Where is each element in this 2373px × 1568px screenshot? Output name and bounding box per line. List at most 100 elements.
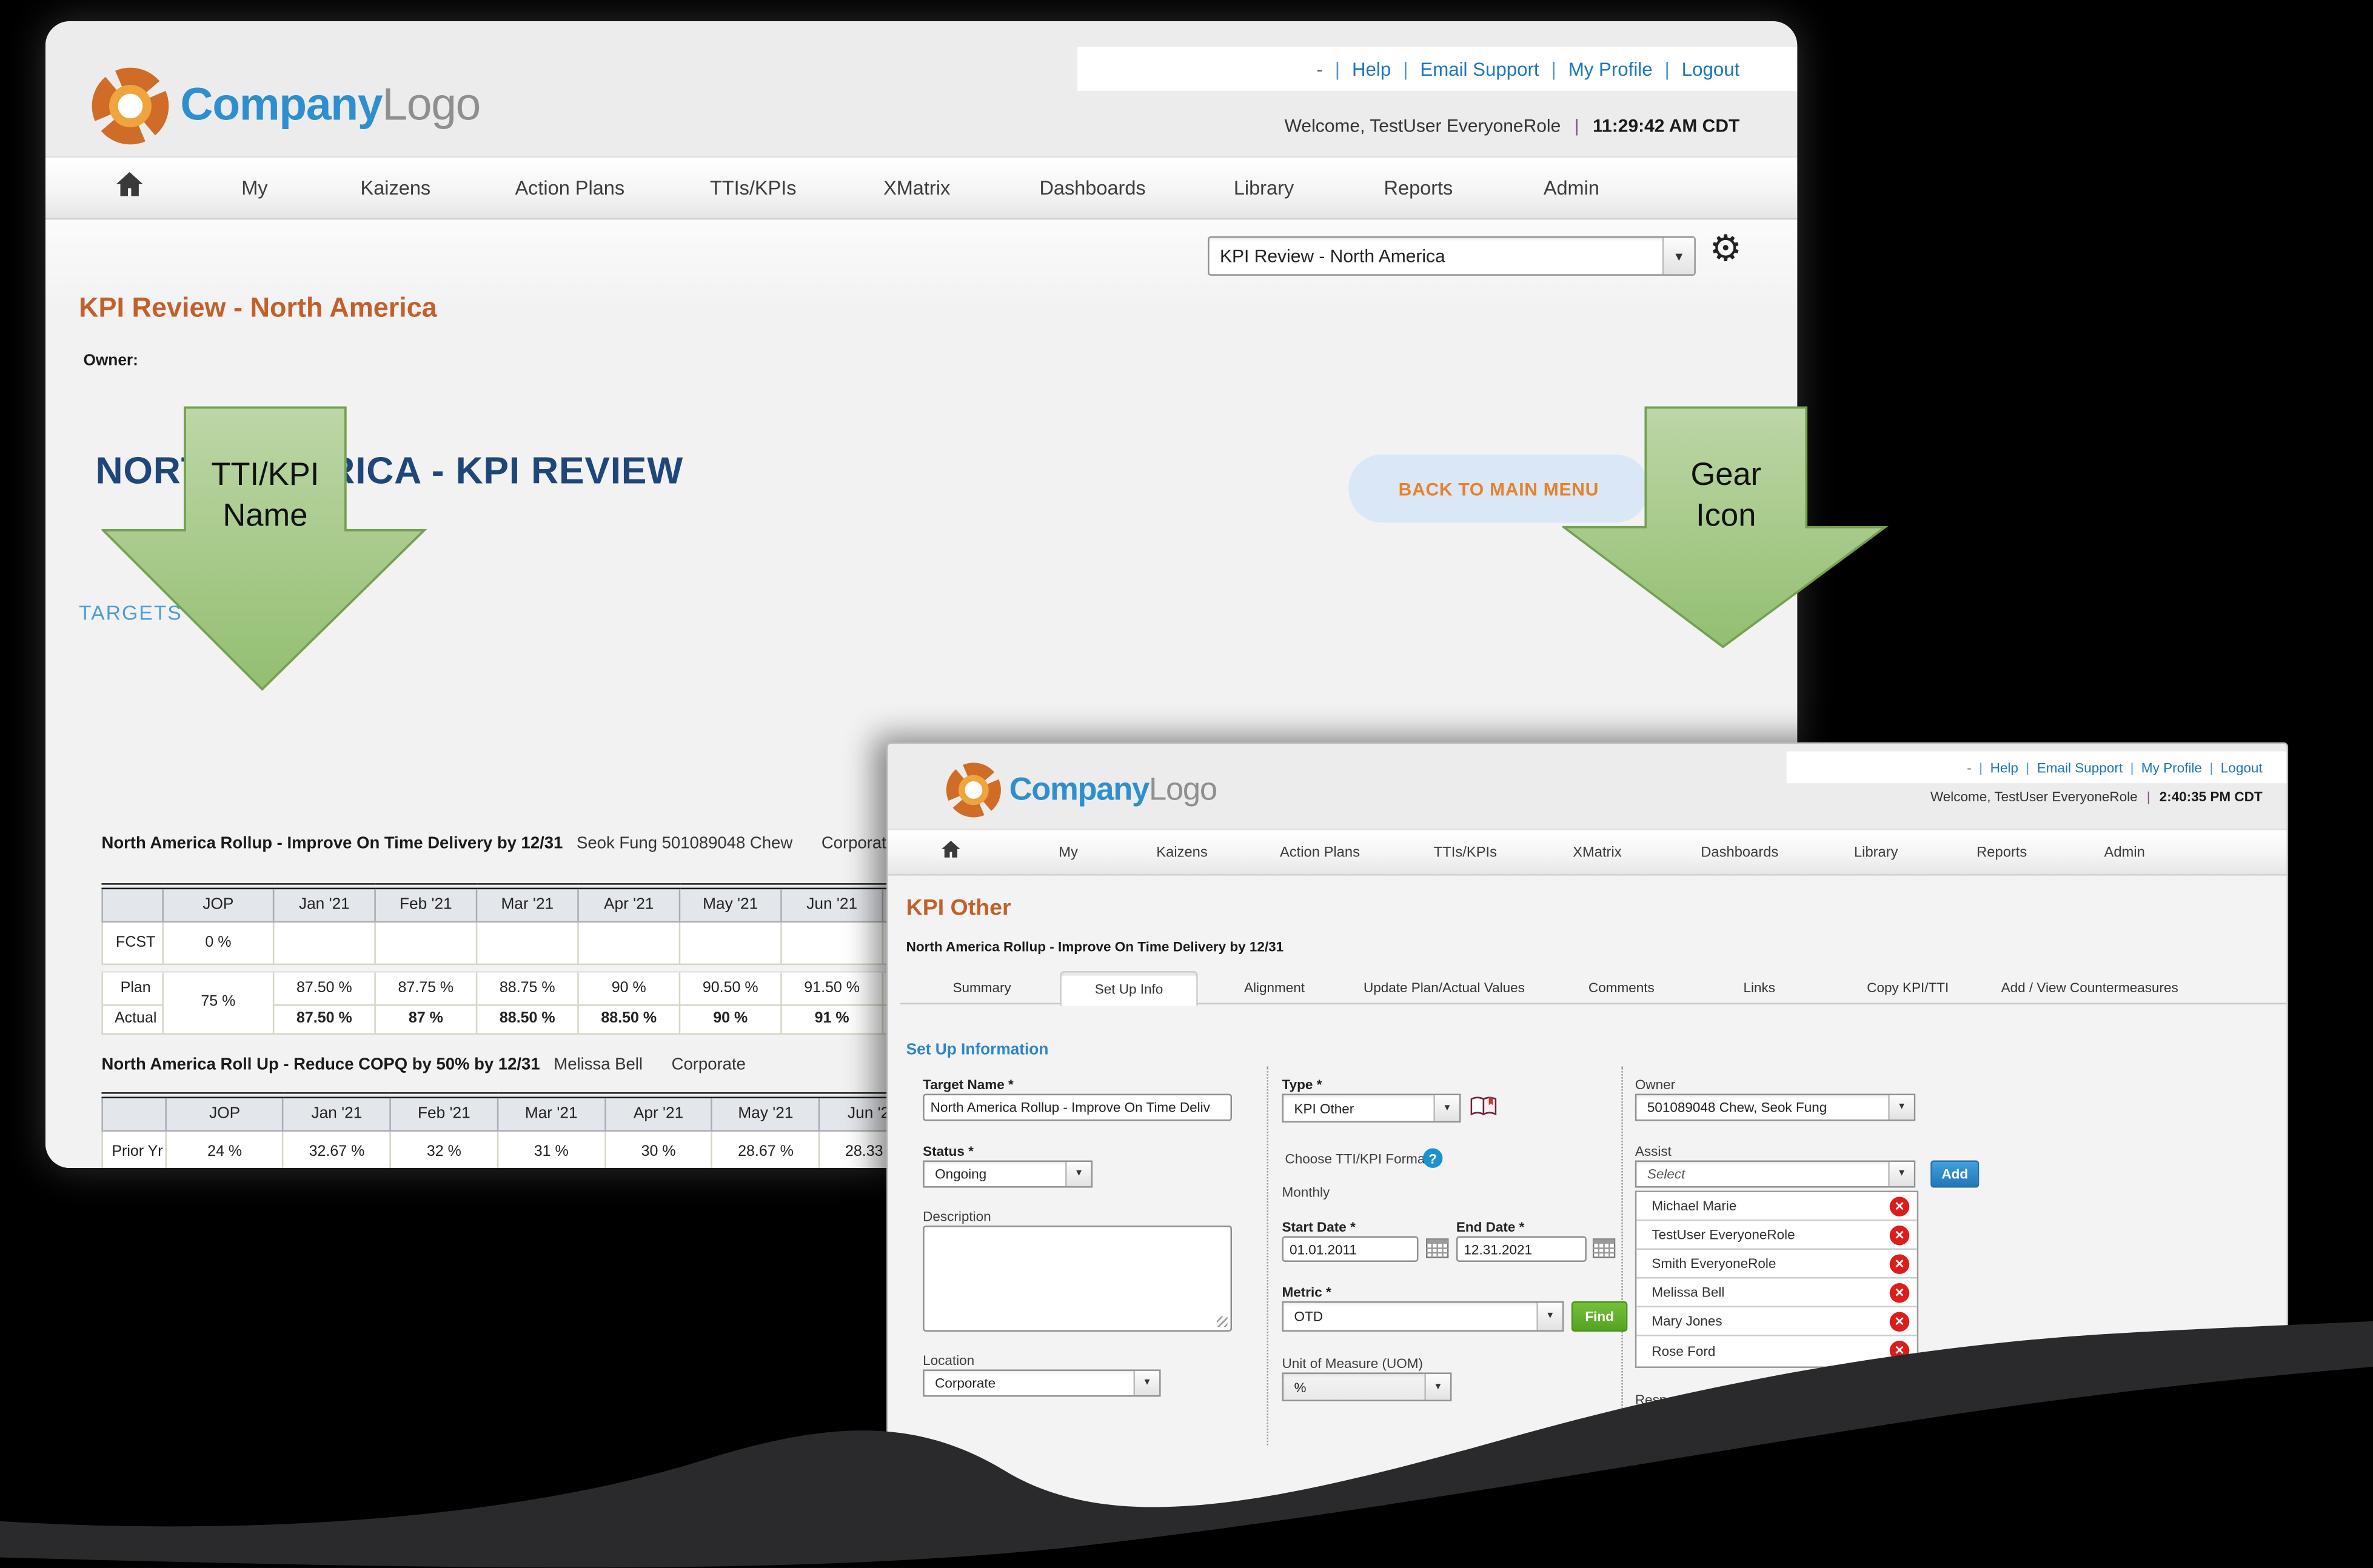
delete-icon[interactable]: ✕ <box>1889 1196 1910 1216</box>
chevron-down-icon: ▼ <box>1888 1095 1914 1120</box>
tab-links[interactable]: Links <box>1743 980 1776 996</box>
format-value: Monthly <box>1282 1184 1330 1200</box>
nav-action-plans[interactable]: Action Plans <box>515 176 625 199</box>
logo-text-logo: Logo <box>382 80 481 130</box>
calendar-icon[interactable] <box>1592 1238 1616 1266</box>
nav-library[interactable]: Library <box>1233 176 1294 199</box>
chevron-down-icon: ▼ <box>1133 1370 1160 1395</box>
link-help[interactable]: Help <box>1323 58 1391 79</box>
target-name-field[interactable]: North America Rollup - Improve On Time D… <box>923 1093 1233 1121</box>
choose-format-label: Choose TTI/KPI Format <box>1285 1151 1429 1167</box>
link-logout[interactable]: Logout <box>1653 58 1740 79</box>
uom-select[interactable]: % ▼ <box>1282 1372 1452 1401</box>
target-name-label: Target Name * <box>923 1077 1014 1093</box>
front-window: - Help Email Support My Profile Logout C… <box>886 742 2289 1530</box>
nav-xmatrix[interactable]: XMatrix <box>883 176 951 199</box>
page-title: KPI Other <box>906 895 1011 921</box>
nav-kaizens[interactable]: Kaizens <box>360 176 431 199</box>
main-nav: My Kaizens Action Plans TTIs/KPIs XMatri… <box>45 156 1798 220</box>
kpi-name[interactable]: North America Roll Up - Reduce COPQ by 5… <box>101 1056 540 1075</box>
start-date-field[interactable]: 01.01.2011 <box>1282 1236 1419 1262</box>
home-icon[interactable] <box>940 838 962 866</box>
front-header: - Help Email Support My Profile Logout C… <box>888 744 2287 829</box>
page-title: KPI Review - North America <box>78 292 437 323</box>
nav-action-plans[interactable]: Action Plans <box>1279 844 1360 861</box>
uom-label: Unit of Measure (UOM) <box>1282 1355 1424 1371</box>
calendar-icon[interactable] <box>1425 1238 1449 1266</box>
nav-ttis-kpis[interactable]: TTIs/KPIs <box>1433 844 1498 861</box>
home-icon[interactable] <box>113 169 145 207</box>
nav-reports[interactable]: Reports <box>1384 176 1453 199</box>
targets-section-label: TARGETS <box>78 601 182 624</box>
link-my-profile[interactable]: My Profile <box>2123 759 2202 775</box>
kpi-title-row: North America Rollup - Improve On Time D… <box>101 835 895 853</box>
delete-icon[interactable]: ✕ <box>1889 1340 1910 1361</box>
delete-icon[interactable]: ✕ <box>1889 1253 1910 1273</box>
tab-comments[interactable]: Comments <box>1588 980 1655 996</box>
nav-admin[interactable]: Admin <box>1543 176 1599 199</box>
nav-xmatrix[interactable]: XMatrix <box>1573 844 1622 861</box>
kpi-location: Corporate <box>821 835 896 853</box>
link-dash[interactable]: - <box>1316 58 1323 80</box>
help-question-icon[interactable]: ? <box>1422 1148 1443 1169</box>
column-divider <box>1621 1066 1623 1446</box>
kpi-title-row: North America Roll Up - Reduce COPQ by 5… <box>101 1056 745 1074</box>
tab-copy-kpi-tti[interactable]: Copy KPI/TTI <box>1867 980 1949 996</box>
welcome-bar: Welcome, TestUser EveryoneRole 11:29:42 … <box>1285 115 1740 136</box>
nav-library[interactable]: Library <box>1853 844 1898 861</box>
chevron-down-icon: ▼ <box>1662 238 1695 275</box>
nav-dashboards[interactable]: Dashboards <box>1701 844 1779 861</box>
link-dash[interactable]: - <box>1967 759 1972 775</box>
header-links: - Help Email Support My Profile Logout <box>1077 47 1798 91</box>
link-email-support[interactable]: Email Support <box>2018 759 2123 775</box>
add-button[interactable]: Add <box>1930 1160 1980 1188</box>
assist-member-row: Michael Marie ✕ <box>1636 1192 1917 1221</box>
chevron-down-icon: ▼ <box>1536 1303 1562 1330</box>
nav-my[interactable]: My <box>241 176 268 199</box>
tab-set-up-info[interactable]: Set Up Info <box>1060 971 1198 1006</box>
end-date-field[interactable]: 12.31.2021 <box>1456 1236 1587 1262</box>
nav-ttis-kpis[interactable]: TTIs/KPIs <box>709 176 797 199</box>
delete-icon[interactable]: ✕ <box>1889 1224 1910 1245</box>
link-help[interactable]: Help <box>1972 759 2018 775</box>
status-label: Status * <box>923 1144 974 1159</box>
main-nav: My Kaizens Action Plans TTIs/KPIs XMatri… <box>888 829 2287 876</box>
review-selector[interactable]: KPI Review - North America ▼ <box>1208 236 1696 276</box>
link-email-support[interactable]: Email Support <box>1391 58 1539 79</box>
description-label: Description <box>923 1209 991 1224</box>
nav-kaizens[interactable]: Kaizens <box>1156 844 1208 861</box>
kpi-owner: Melissa Bell <box>554 1056 643 1075</box>
location-select[interactable]: Corporate ▼ <box>923 1369 1161 1397</box>
delete-icon[interactable]: ✕ <box>1889 1311 1910 1331</box>
kpi-subtitle: North America Rollup - Improve On Time D… <box>906 939 1284 955</box>
tab-alignment[interactable]: Alignment <box>1243 980 1305 996</box>
link-my-profile[interactable]: My Profile <box>1539 58 1653 79</box>
back-to-main-menu-button[interactable]: BACK TO MAIN MENU <box>1348 454 1649 523</box>
owner-select[interactable]: 501089048 Chew, Seok Fung ▼ <box>1635 1093 1916 1121</box>
logo-text-logo: Logo <box>1149 772 1217 807</box>
assist-select[interactable]: Select ▼ <box>1635 1160 1916 1188</box>
location-label: Location <box>923 1352 975 1368</box>
delete-icon[interactable]: ✕ <box>1889 1282 1910 1303</box>
status-select[interactable]: Ongoing ▼ <box>923 1160 1093 1188</box>
owner-label: Owner <box>1635 1077 1676 1093</box>
nav-my[interactable]: My <box>1059 844 1078 861</box>
link-logout[interactable]: Logout <box>2202 759 2263 775</box>
responsible-select[interactable]: Select ▼ <box>1635 1409 1772 1436</box>
assist-member-row: TestUser EveryoneRole ✕ <box>1636 1221 1917 1250</box>
tab-add-view-countermeasures[interactable]: Add / View Countermeasures <box>2001 980 2178 996</box>
kpi-name[interactable]: North America Rollup - Improve On Time D… <box>101 835 563 853</box>
tab-update-plan-actual-values[interactable]: Update Plan/Actual Values <box>1363 980 1525 996</box>
tab-summary[interactable]: Summary <box>952 980 1011 996</box>
book-icon[interactable] <box>1470 1095 1497 1126</box>
metric-select[interactable]: OTD ▼ <box>1282 1301 1564 1332</box>
description-textarea[interactable] <box>923 1226 1233 1332</box>
chevron-down-icon: ▼ <box>1065 1162 1091 1187</box>
chevron-down-icon: ▼ <box>1888 1162 1914 1187</box>
nav-admin[interactable]: Admin <box>2104 844 2145 861</box>
nav-reports[interactable]: Reports <box>1976 844 2027 861</box>
nav-dashboards[interactable]: Dashboards <box>1039 176 1146 199</box>
find-button[interactable]: Find <box>1571 1301 1628 1332</box>
gear-icon[interactable]: ⚙ <box>1709 229 1742 270</box>
type-select[interactable]: KPI Other ▼ <box>1282 1093 1461 1123</box>
